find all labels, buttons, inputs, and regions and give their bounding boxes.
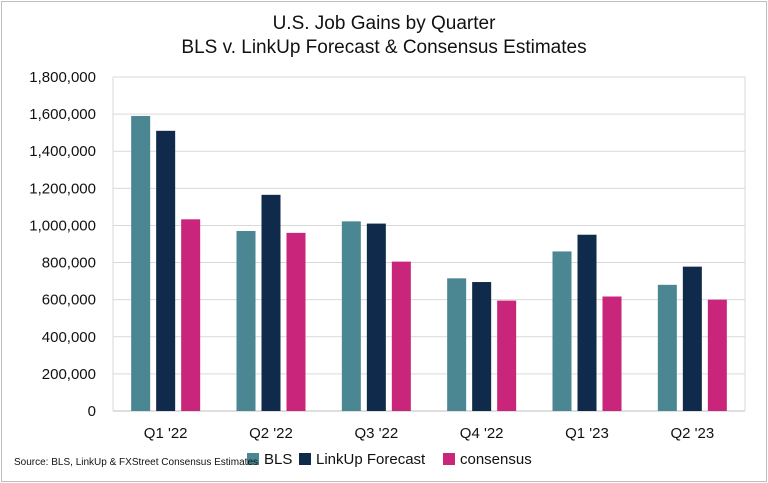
legend-label: BLS — [264, 451, 292, 468]
bar-linkup-forecast — [156, 130, 176, 412]
bar-linkup-forecast — [366, 223, 386, 411]
y-tick-label: 1,200,000 — [29, 180, 96, 197]
legend-swatch — [299, 453, 311, 465]
y-tick-label: 1,800,000 — [29, 69, 96, 86]
y-tick-labels: 0 200,000 400,000 600,000 800,000 1,000,000 1,… — [29, 69, 96, 420]
x-tick-label: Q4 '22 — [460, 425, 504, 442]
y-tick-label: 600,000 — [42, 292, 96, 309]
bars — [131, 115, 727, 412]
legend-label: LinkUp Forecast — [316, 451, 426, 468]
bar-consensus — [286, 232, 306, 411]
bar-consensus — [497, 300, 517, 411]
bar-bls — [341, 221, 361, 411]
title-line-2: BLS v. LinkUp Forecast & Consensus Estim… — [181, 37, 587, 58]
chart-title: U.S. Job Gains by Quarter BLS v. LinkUp … — [0, 12, 768, 60]
y-tick-label: 200,000 — [42, 366, 96, 383]
legend: BLS LinkUp Forecast consensus — [247, 451, 532, 468]
x-tick-label: Q3 '22 — [354, 425, 398, 442]
y-tick-label: 1,400,000 — [29, 143, 96, 160]
bar-bls — [657, 284, 677, 411]
bar-consensus — [707, 299, 727, 411]
bar-bls — [236, 231, 256, 411]
bar-bls — [447, 278, 467, 411]
y-tick-label: 1,000,000 — [29, 217, 96, 234]
bar-consensus — [181, 219, 201, 411]
x-tick-label: Q2 '22 — [249, 425, 293, 442]
legend-swatch — [247, 453, 259, 465]
x-tick-label: Q1 '22 — [144, 425, 188, 442]
y-tick-label: 1,600,000 — [29, 106, 96, 123]
bar-bls — [131, 115, 151, 411]
y-tick-label: 400,000 — [42, 329, 96, 346]
y-tick-label: 800,000 — [42, 255, 96, 272]
legend-swatch — [443, 453, 455, 465]
bar-linkup-forecast — [577, 234, 597, 411]
bar-bls — [552, 251, 572, 411]
bar-linkup-forecast — [682, 266, 702, 411]
x-tick-label: Q1 '23 — [565, 425, 609, 442]
x-tick-label: Q2 '23 — [670, 425, 714, 442]
bar-linkup-forecast — [472, 282, 492, 411]
bar-consensus — [602, 296, 622, 411]
bar-linkup-forecast — [261, 194, 281, 411]
x-tick-labels: Q1 '22 Q2 '22 Q3 '22 Q4 '22 Q1 '23 Q2 '23 — [144, 425, 714, 442]
bar-consensus — [391, 261, 411, 411]
grid-lines — [112, 76, 746, 412]
source-note: Source: BLS, LinkUp & FXStreet Consensus… — [14, 457, 258, 468]
title-line-1: U.S. Job Gains by Quarter — [272, 13, 496, 34]
legend-label: consensus — [460, 451, 532, 468]
y-tick-label: 0 — [88, 403, 96, 420]
